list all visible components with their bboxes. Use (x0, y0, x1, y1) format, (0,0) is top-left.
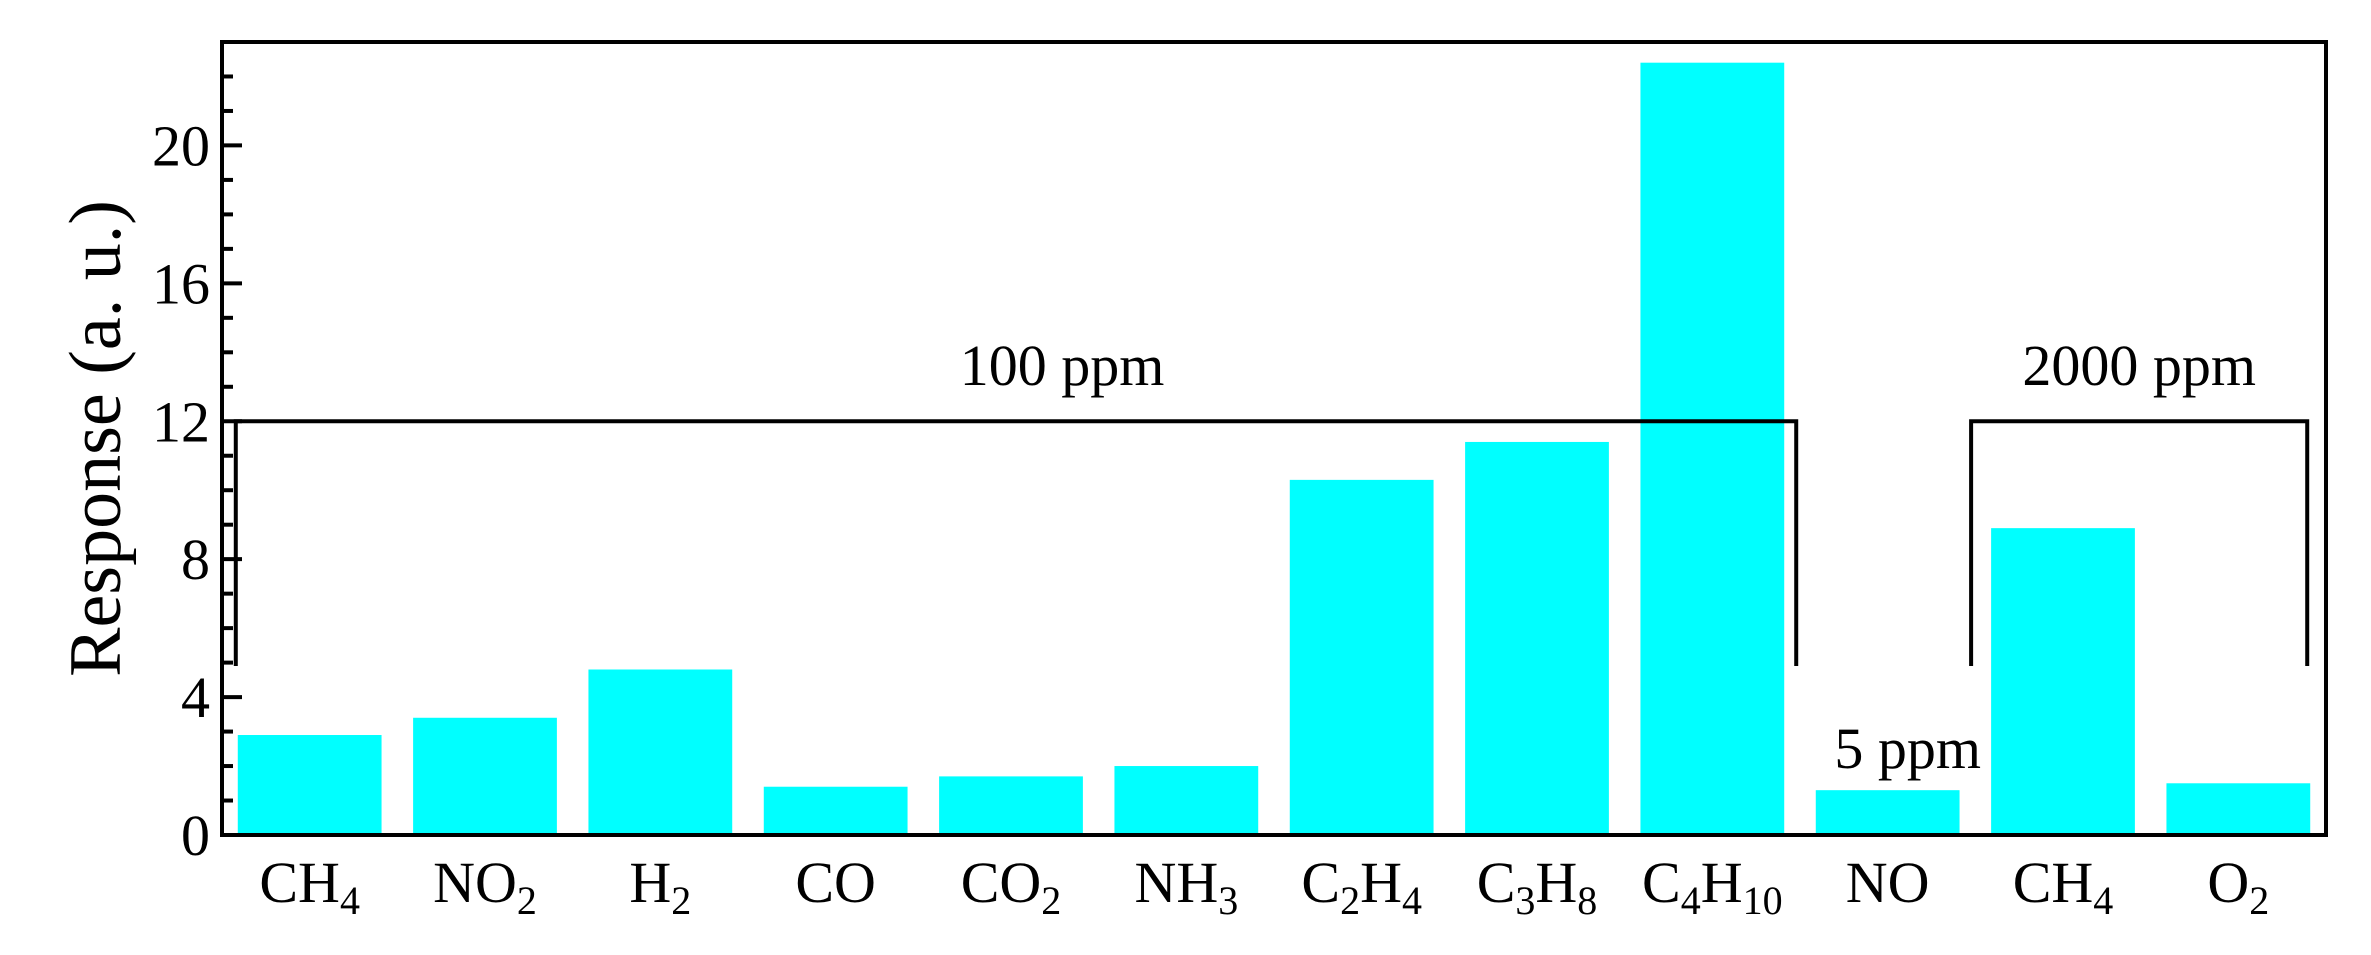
y-axis-title: Response (a. u.) (55, 200, 137, 677)
bar-10 (1991, 528, 2135, 835)
y-tick-label: 20 (152, 113, 210, 178)
y-tick-label: 0 (181, 803, 210, 868)
x-category-labels: CH4 NO2 H2 CO CO2 NH3 C2H4 C3H8 C4H10 NO CH4 O2 (259, 850, 2269, 923)
y-tick-label: 16 (152, 251, 210, 316)
x-category-label: C4H10 (1642, 850, 1783, 923)
x-category-label: NO (1846, 850, 1930, 915)
x-category-label: C3H8 (1477, 850, 1598, 923)
bar-8 (1640, 62, 1785, 836)
x-category-label: O2 (2207, 850, 2269, 923)
y-ticks-group: 0 4 8 12 16 20 (152, 40, 242, 868)
bar-0 (237, 735, 382, 835)
bar-1 (413, 717, 557, 835)
plot-frame (220, 40, 2328, 837)
bar-9 (1815, 790, 1960, 835)
bar-2 (588, 669, 733, 835)
bracket-2000ppm (1969, 419, 2310, 667)
y-tick-label: 12 (152, 389, 210, 454)
annotation-2000ppm: 2000 ppm (2022, 333, 2256, 398)
y-tick-label: 4 (181, 665, 210, 730)
bar-4 (939, 776, 1083, 835)
bars-group (237, 62, 2311, 836)
x-category-label: C2H4 (1301, 850, 1422, 923)
annotation-5ppm: 5 ppm (1834, 716, 1981, 781)
concentration-brackets: 100 ppm 5 ppm 2000 ppm (233, 333, 2310, 781)
x-category-label: NO2 (433, 850, 537, 923)
bar-11 (2166, 783, 2311, 835)
bar-6 (1289, 479, 1434, 835)
x-category-label: CH4 (2013, 850, 2114, 923)
bar-5 (1114, 766, 1259, 835)
bar-7 (1465, 441, 1609, 835)
x-category-label: NH3 (1134, 850, 1238, 923)
x-category-label: H2 (629, 850, 691, 923)
bracket-100ppm (233, 419, 1799, 667)
x-category-label: CO2 (961, 850, 1062, 923)
annotation-100ppm: 100 ppm (960, 333, 1165, 398)
x-category-label: CO (795, 850, 876, 915)
bar-3 (763, 786, 908, 835)
x-category-label: CH4 (259, 850, 360, 923)
y-tick-label: 8 (181, 527, 210, 592)
